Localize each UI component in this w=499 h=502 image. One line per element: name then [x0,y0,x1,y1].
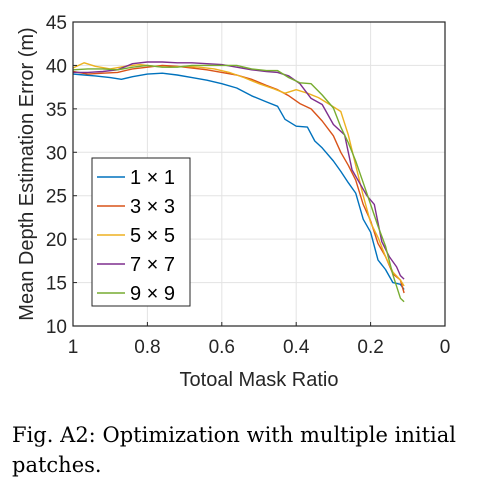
ticks [72,21,446,327]
legend-label: 9 × 9 [130,283,175,305]
series-line-5 [72,64,405,303]
series-line-1 [72,72,405,290]
series-line-3 [72,62,405,287]
x-tick-label: 0.2 [357,337,383,358]
tick-labels: 1 0.8 0.6 0.4 0.2 0 10 15 20 25 30 35 40 45 [46,13,450,358]
x-tick-label: 1 [68,337,79,358]
legend-label: 3 × 3 [130,196,175,218]
y-tick-label: 20 [46,230,67,251]
chart: 1 0.8 0.6 0.4 0.2 0 10 15 20 25 30 35 40 45 Totoal Ma… [16,13,450,391]
legend: 1 × 1 3 × 3 5 × 5 7 × 7 9 × 9 [91,157,191,307]
y-tick-label: 35 [46,100,67,121]
x-tick-label: 0.6 [209,337,235,358]
y-tick-label: 30 [46,143,67,164]
y-tick-label: 25 [46,187,67,208]
y-tick-label: 15 [46,274,67,295]
x-axis-label: Totoal Mask Ratio [180,369,339,391]
y-tick-label: 10 [46,317,67,338]
y-tick-label: 40 [46,56,67,77]
axes-box [72,21,446,327]
y-axis-label: Mean Depth Estimation Error (m) [16,27,38,320]
legend-box [91,157,191,307]
legend-label: 5 × 5 [130,225,175,247]
x-tick-label: 0.4 [283,337,310,358]
x-tick-label: 0.8 [134,337,160,358]
y-tick-label: 45 [46,13,67,34]
series-lines [72,61,405,303]
legend-label: 7 × 7 [130,254,175,276]
legend-label: 1 × 1 [130,167,175,189]
x-tick-label: 0 [440,337,451,358]
figure-caption: Fig. A2: Optimization with multiple init… [12,423,456,477]
